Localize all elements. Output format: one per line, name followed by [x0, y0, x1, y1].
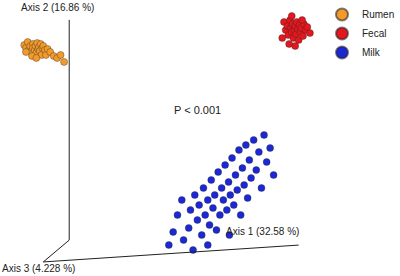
- svg-text:Milk: Milk: [362, 47, 381, 58]
- svg-text:Axis 1 (32.58 %): Axis 1 (32.58 %): [226, 226, 299, 237]
- svg-text:Axis 3 (4.228 %): Axis 3 (4.228 %): [2, 263, 75, 274]
- svg-text:Rumen: Rumen: [362, 9, 394, 20]
- svg-text:Fecal: Fecal: [362, 28, 386, 39]
- svg-text:Axis 2 (16.86 %): Axis 2 (16.86 %): [21, 2, 94, 13]
- svg-text:P < 0.001: P < 0.001: [174, 104, 221, 116]
